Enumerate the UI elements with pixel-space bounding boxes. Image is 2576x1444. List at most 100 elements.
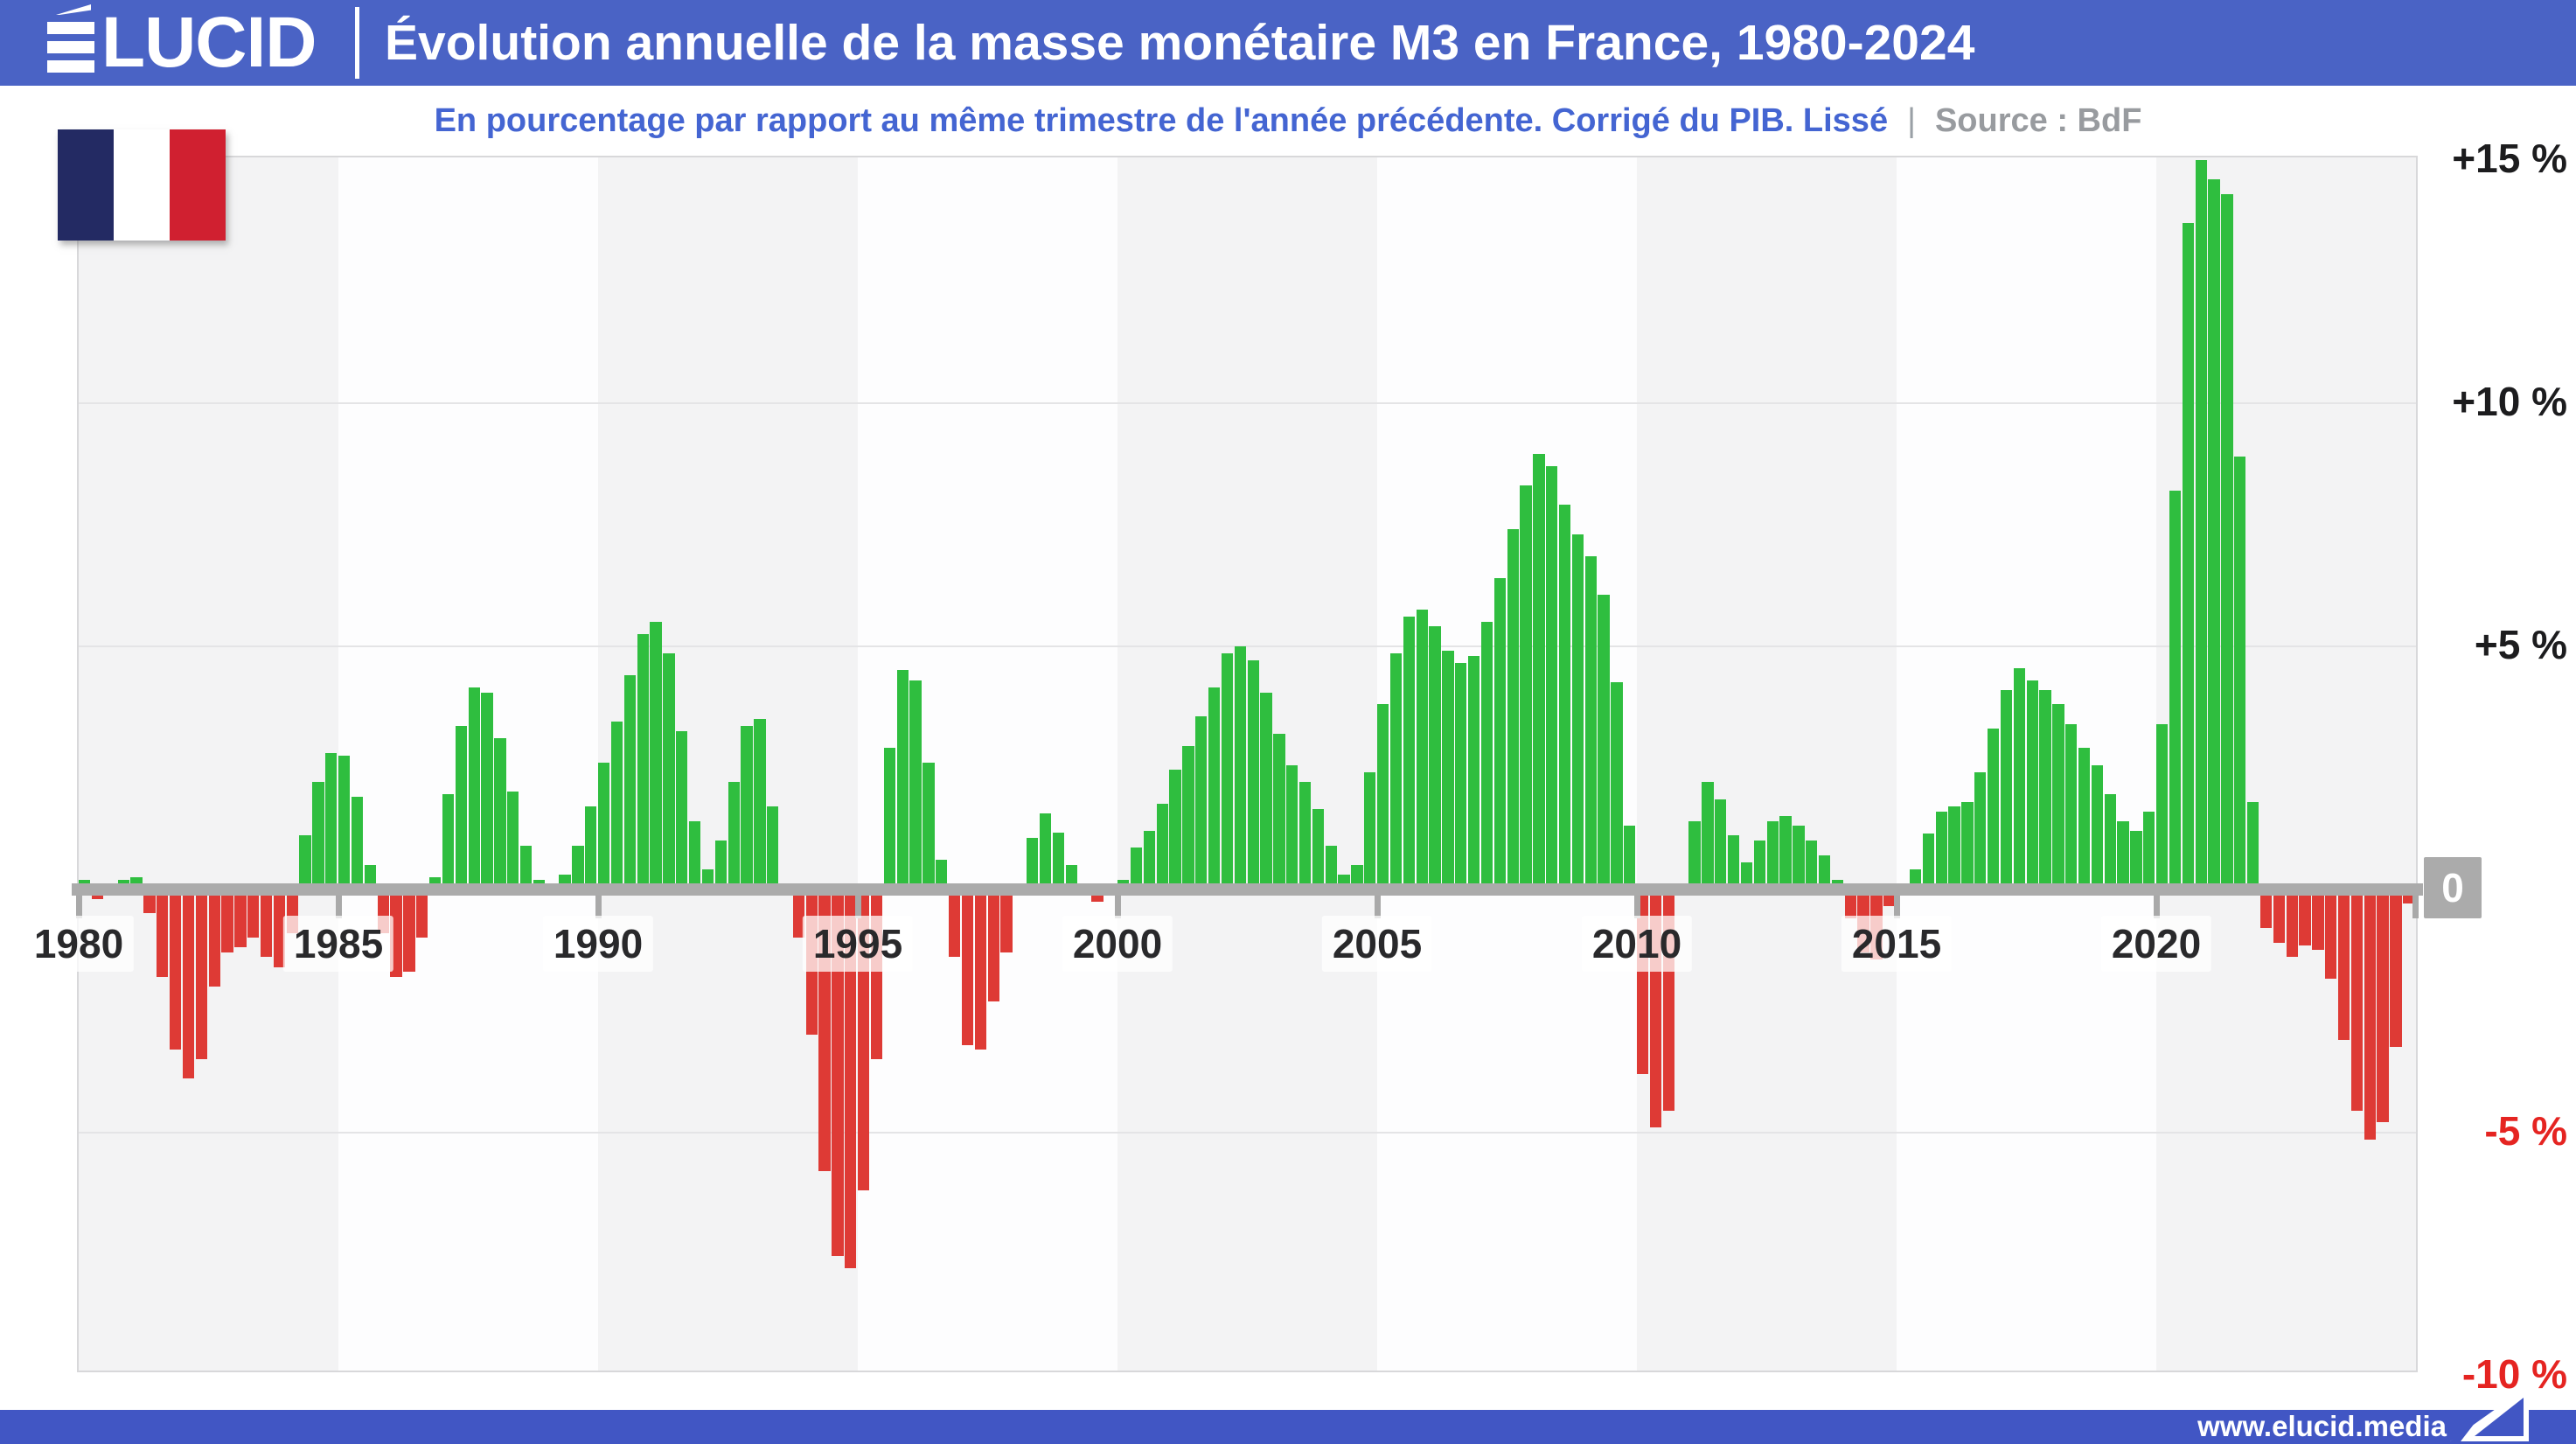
bar — [883, 748, 896, 889]
bar — [650, 621, 662, 889]
bar — [260, 889, 273, 958]
bar — [1389, 653, 1403, 889]
bar — [1611, 682, 1623, 889]
bar — [234, 889, 247, 948]
bar — [585, 806, 597, 889]
elucid-logo-text: LUCID — [101, 3, 317, 82]
bar — [2195, 159, 2207, 889]
x-axis-label-1990: 1990 — [542, 915, 654, 972]
x-tick — [2412, 895, 2419, 918]
bar — [1546, 466, 1558, 889]
bar — [974, 889, 986, 1050]
x-axis-label-1980: 1980 — [23, 915, 135, 972]
bar — [2273, 889, 2285, 943]
y-axis-label-+15%: +15 % — [2452, 135, 2567, 181]
bar — [728, 782, 740, 889]
header-separator — [355, 7, 359, 79]
bar — [1000, 889, 1013, 952]
elucid-logo-e-icon — [47, 4, 94, 73]
bar — [169, 889, 182, 1050]
y-axis-label-+5%: +5 % — [2474, 621, 2567, 667]
footer-url: www.elucid.media — [2197, 1410, 2447, 1442]
bar — [2156, 723, 2169, 889]
x-axis-label-2005: 2005 — [1321, 915, 1433, 972]
bar — [832, 889, 844, 1257]
bar — [2312, 889, 2324, 951]
x-tick — [335, 895, 342, 918]
bar — [1234, 645, 1246, 889]
bar — [1598, 595, 1610, 889]
bar — [403, 889, 415, 973]
bar — [1520, 485, 1532, 889]
bar — [754, 719, 766, 889]
x-tick — [595, 895, 602, 918]
bar — [1195, 716, 1208, 889]
bar — [351, 797, 364, 889]
bar — [623, 675, 637, 889]
bar — [1533, 454, 1545, 889]
x-tick — [1893, 895, 1900, 918]
bar — [1130, 848, 1143, 889]
bar — [1818, 855, 1831, 889]
bar — [2364, 889, 2376, 1140]
bar — [299, 835, 311, 889]
background-band — [1637, 157, 1897, 1371]
bar — [2234, 456, 2246, 889]
bar — [1377, 704, 1389, 889]
bar — [961, 889, 974, 1045]
bar — [221, 889, 233, 952]
bar — [182, 889, 195, 1079]
bar — [1416, 609, 1428, 889]
x-axis-label-2020: 2020 — [2100, 915, 2212, 972]
bar — [1753, 841, 1765, 889]
bar — [1935, 811, 1947, 889]
bar — [1273, 733, 1285, 889]
bar — [1493, 577, 1506, 889]
y-axis-label-+10%: +10 % — [2452, 378, 2567, 424]
bar — [1624, 826, 1636, 889]
bar — [208, 889, 220, 987]
zero-axis-line — [72, 882, 2423, 896]
flag-stripe-red — [170, 129, 226, 241]
bar — [1948, 806, 1960, 889]
bar — [455, 726, 467, 889]
bar — [494, 738, 506, 889]
bar — [676, 730, 688, 889]
bar — [2013, 667, 2025, 889]
x-axis-label-2010: 2010 — [1581, 915, 1693, 972]
bar — [1793, 826, 1805, 889]
subtitle-row: En pourcentage par rapport au même trime… — [0, 86, 2576, 156]
bar — [1507, 529, 1519, 889]
x-tick — [1114, 895, 1121, 918]
gridline — [79, 401, 2416, 404]
bar — [2377, 889, 2389, 1123]
bar — [922, 763, 935, 889]
bar — [2337, 889, 2350, 1040]
bar — [1286, 764, 1298, 889]
y-axis-label--10%: -10 % — [2461, 1350, 2567, 1397]
bar — [688, 820, 701, 889]
plot-area: 1980 1985 1990 1995 2000 2005 2010 2015 2020 — [23, 156, 2423, 1372]
bar — [1961, 801, 1974, 889]
bar — [792, 889, 805, 938]
bar — [637, 633, 649, 889]
bar — [1702, 782, 1714, 889]
bar — [1208, 687, 1221, 889]
bar — [1221, 653, 1234, 889]
bar — [1844, 889, 1856, 918]
subtitle-separator: | — [1907, 101, 1916, 139]
bar — [1584, 555, 1597, 889]
bar — [2143, 811, 2155, 889]
flag-stripe-white — [114, 129, 170, 241]
gridline — [79, 1131, 2416, 1134]
x-axis-label-2015: 2015 — [1841, 915, 1953, 972]
bar — [2350, 889, 2364, 1111]
bar — [1571, 534, 1584, 889]
bar — [1403, 617, 1416, 889]
bar — [572, 845, 584, 889]
bar — [157, 889, 169, 977]
bar — [1922, 833, 1935, 889]
bar — [1467, 655, 1480, 889]
bar — [610, 721, 623, 889]
x-tick — [2153, 895, 2160, 918]
